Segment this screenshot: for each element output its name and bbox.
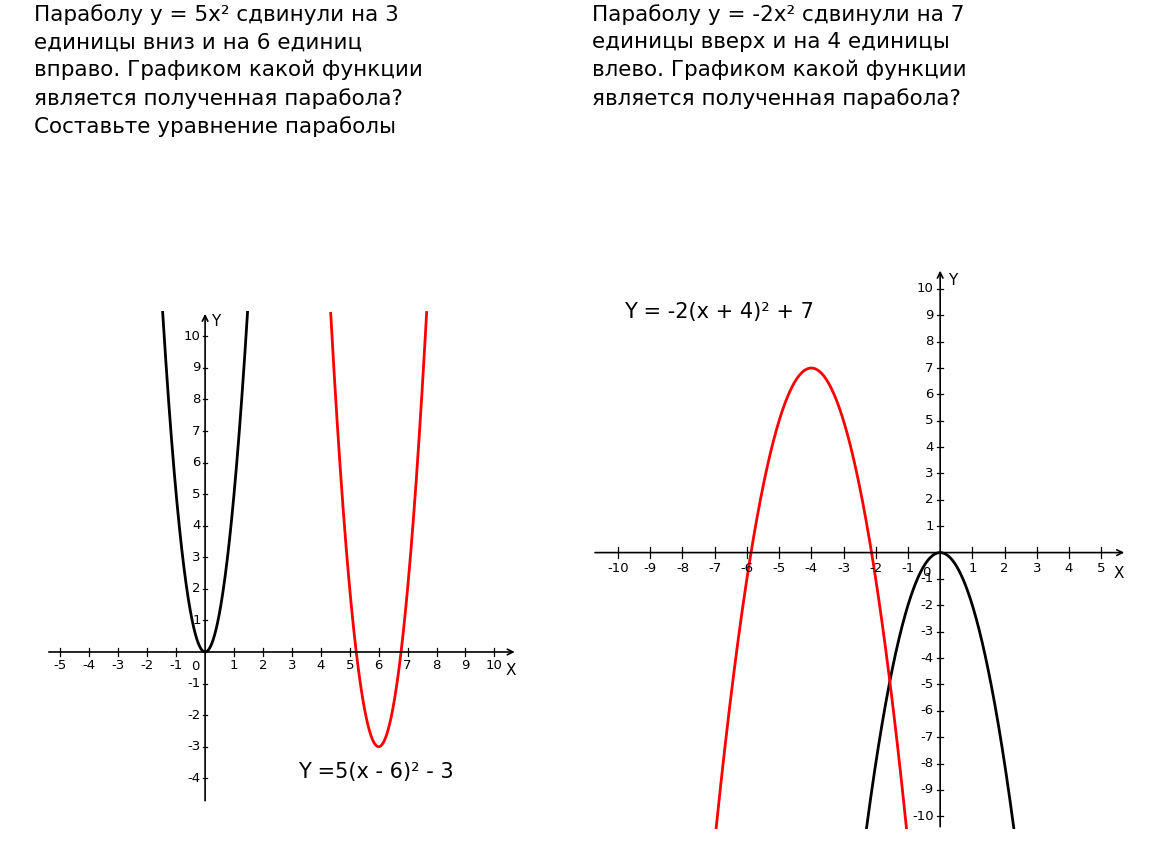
Text: -4: -4 — [805, 562, 818, 575]
Text: -1: -1 — [902, 562, 914, 575]
Text: -7: -7 — [708, 562, 721, 575]
Text: -4: -4 — [921, 651, 934, 664]
Text: 5: 5 — [345, 659, 354, 672]
Text: Y: Y — [949, 273, 958, 288]
Text: 1: 1 — [968, 562, 976, 575]
Text: 3: 3 — [1033, 562, 1041, 575]
Text: -3: -3 — [920, 626, 934, 638]
Text: 10: 10 — [184, 330, 201, 343]
Text: 6: 6 — [192, 456, 201, 469]
Text: -4: -4 — [83, 659, 95, 672]
Text: Y =5(x - 6)² - 3: Y =5(x - 6)² - 3 — [298, 762, 453, 783]
Text: 5: 5 — [1097, 562, 1105, 575]
Text: -5: -5 — [54, 659, 67, 672]
Text: 2: 2 — [192, 582, 201, 595]
Text: -5: -5 — [920, 678, 934, 691]
Text: 0: 0 — [922, 566, 930, 579]
Text: -3: -3 — [837, 562, 850, 575]
Text: Параболу y = -2x² сдвинули на 7
единицы вверх и на 4 единицы
влево. Графиком как: Параболу y = -2x² сдвинули на 7 единицы … — [592, 4, 967, 109]
Text: Y: Y — [212, 314, 221, 329]
Text: 2: 2 — [1000, 562, 1009, 575]
Text: X: X — [506, 663, 516, 678]
Text: 4: 4 — [926, 441, 934, 454]
Text: 5: 5 — [926, 414, 934, 428]
Text: -9: -9 — [644, 562, 657, 575]
Text: -6: -6 — [741, 562, 753, 575]
Text: -7: -7 — [920, 731, 934, 744]
Text: 7: 7 — [926, 361, 934, 374]
Text: 10: 10 — [486, 659, 503, 672]
Text: 9: 9 — [192, 361, 201, 374]
Text: -2: -2 — [187, 708, 201, 721]
Text: 4: 4 — [192, 519, 201, 532]
Text: 9: 9 — [461, 659, 469, 672]
Text: 3: 3 — [288, 659, 296, 672]
Text: -2: -2 — [920, 599, 934, 612]
Text: -9: -9 — [921, 784, 934, 797]
Text: 1: 1 — [230, 659, 238, 672]
Text: 2: 2 — [926, 493, 934, 506]
Text: Y = -2(x + 4)² + 7: Y = -2(x + 4)² + 7 — [624, 302, 814, 322]
Text: -2: -2 — [140, 659, 154, 672]
Text: 9: 9 — [926, 308, 934, 321]
Text: -5: -5 — [773, 562, 785, 575]
Text: 2: 2 — [259, 659, 267, 672]
Text: 6: 6 — [926, 388, 934, 401]
Text: 8: 8 — [432, 659, 440, 672]
Text: -8: -8 — [921, 757, 934, 770]
Text: -3: -3 — [112, 659, 125, 672]
Text: 4: 4 — [316, 659, 325, 672]
Text: 1: 1 — [192, 614, 201, 627]
Text: -6: -6 — [921, 704, 934, 717]
Text: 3: 3 — [192, 550, 201, 564]
Text: Параболу y = 5x² сдвинули на 3
единицы вниз и на 6 единиц
вправо. Графиком какой: Параболу y = 5x² сдвинули на 3 единицы в… — [34, 4, 423, 137]
Text: 7: 7 — [404, 659, 412, 672]
Text: -10: -10 — [912, 810, 934, 823]
Text: -1: -1 — [920, 573, 934, 586]
Text: 10: 10 — [917, 283, 934, 295]
Text: -1: -1 — [187, 677, 201, 690]
Text: 3: 3 — [926, 467, 934, 480]
Text: 7: 7 — [192, 424, 201, 437]
Text: 1: 1 — [926, 520, 934, 533]
Text: X: X — [1113, 566, 1124, 581]
Text: 4: 4 — [1065, 562, 1073, 575]
Text: 5: 5 — [192, 487, 201, 500]
Text: -10: -10 — [607, 562, 629, 575]
Text: 0: 0 — [192, 660, 200, 673]
Text: 6: 6 — [375, 659, 383, 672]
Text: -1: -1 — [169, 659, 183, 672]
Text: -3: -3 — [187, 740, 201, 753]
Text: -8: -8 — [676, 562, 689, 575]
Text: -4: -4 — [187, 772, 201, 785]
Text: 8: 8 — [192, 393, 201, 406]
Text: -2: -2 — [869, 562, 882, 575]
Text: 8: 8 — [926, 335, 934, 348]
